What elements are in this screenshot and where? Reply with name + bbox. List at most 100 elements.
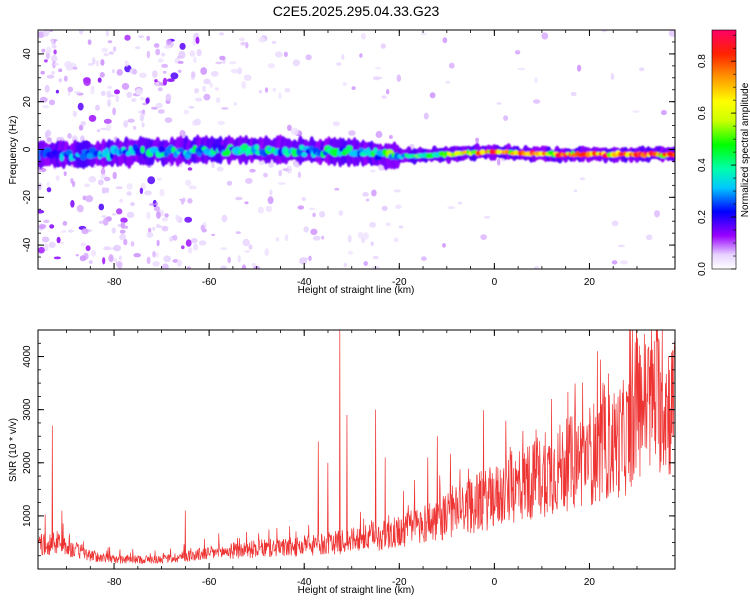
- spectrogram-speckle: [312, 212, 316, 217]
- spectrogram-speckle: [90, 85, 95, 91]
- spectrogram-speckle: [51, 44, 57, 49]
- spectrogram-speckle: [226, 180, 233, 186]
- spectrogram-y-tick-label: -40: [22, 237, 33, 252]
- spectrogram-speckle: [251, 262, 257, 267]
- spectrogram-speckle: [241, 264, 247, 269]
- spectrogram-speckle: [202, 85, 207, 93]
- spectrogram-speckle: [284, 234, 289, 242]
- spectrogram-x-tick-label: 0: [492, 277, 498, 288]
- spectrogram-speckle: [442, 243, 446, 248]
- spectrogram-speckle: [242, 238, 250, 247]
- spectrogram-speckle: [421, 256, 427, 261]
- spectrogram-speckle: [107, 99, 112, 107]
- spectrogram-ticks: -80 -60 -40 -20 0 20 -40 -20 0 20 40: [22, 30, 675, 288]
- spectrogram-band-blob: [177, 147, 184, 153]
- colorbar-tick-label: 0.0: [697, 262, 708, 276]
- spectrogram-speckle: [72, 66, 78, 70]
- spectrogram-speckle: [303, 226, 310, 233]
- spectrogram-speckle: [46, 137, 52, 143]
- spectrogram-speckle: [112, 107, 116, 116]
- spectrogram-speckle: [79, 255, 87, 262]
- spectrogram-speckle: [447, 206, 456, 210]
- spectrogram-speckle: [88, 260, 93, 264]
- spectrogram-y-tick-label: 0: [22, 146, 33, 152]
- spectrogram-speckle: [132, 68, 137, 75]
- spectrogram-x-tick-label: -40: [297, 277, 312, 288]
- spectrogram-speckle: [210, 70, 219, 77]
- spectrogram-speckle: [200, 224, 205, 231]
- spectrogram-speckle: [115, 95, 119, 103]
- spectrogram-band-blob: [254, 144, 260, 151]
- snr-series-line: [38, 330, 675, 564]
- snr-x-axis-label: Height of straight line (km): [298, 585, 415, 596]
- spectrogram-speckle: [148, 203, 155, 206]
- spectrogram-band: [38, 134, 675, 171]
- spectrogram-speckle: [258, 37, 266, 43]
- spectrogram-speckle: [227, 256, 231, 264]
- spectrogram-speckle: [269, 189, 273, 196]
- spectrogram-speckle: [60, 241, 64, 245]
- spectrogram-speckle: [334, 187, 340, 191]
- spectrogram-speckle: [169, 236, 174, 242]
- spectrogram-speckle: [111, 227, 117, 234]
- spectrogram-speckle: [53, 49, 57, 55]
- spectrogram-speckle: [146, 256, 151, 265]
- spectrogram-speckle: [48, 99, 56, 106]
- spectrogram-speckle: [108, 51, 114, 55]
- spectrogram-speckle: [124, 60, 129, 67]
- snr-x-tick-label: -40: [297, 577, 312, 588]
- spectrogram-band-blob: [358, 147, 364, 153]
- spectrogram-speckle: [371, 189, 377, 197]
- spectrogram-speckle: [534, 77, 538, 84]
- colorbar-frame: [711, 29, 737, 270]
- spectrogram-speckle: [178, 50, 186, 59]
- spectrogram-speckle: [144, 190, 152, 196]
- spectrogram-x-tick-label: 20: [584, 277, 596, 288]
- spectrogram-speckle: [249, 168, 256, 173]
- spectrogram-speckle: [123, 238, 128, 246]
- spectrogram-speckle: [83, 78, 91, 87]
- spectrogram-speckle: [108, 254, 114, 263]
- spectrogram-speckle: [386, 89, 390, 95]
- spectrogram-speckle: [120, 217, 128, 223]
- snr-x-tick-label: 20: [584, 577, 596, 588]
- spectrogram-speckle: [84, 183, 90, 188]
- spectrogram-speckle: [51, 54, 58, 63]
- spectrogram-speckle: [177, 69, 182, 73]
- spectrogram-speckle: [215, 61, 223, 65]
- spectrogram-speckle: [107, 40, 113, 44]
- spectrogram-speckle: [475, 137, 480, 143]
- spectrogram-speckle: [46, 187, 52, 193]
- spectrogram-speckle: [570, 91, 577, 97]
- spectrogram-speckle: [244, 201, 249, 205]
- spectrogram-speckle: [336, 62, 342, 66]
- spectrogram-speckle: [268, 161, 274, 168]
- spectrogram-speckle: [92, 57, 96, 65]
- spectrogram-speckle: [282, 168, 290, 172]
- spectrogram-speckle: [38, 209, 45, 214]
- spectrogram-speckle: [278, 169, 283, 177]
- spectrogram-speckle: [310, 228, 318, 235]
- spectrogram-speckle: [105, 187, 110, 194]
- snr-y-axis-label: SNR (10 * v/v): [8, 418, 19, 482]
- spectrogram-speckle: [101, 47, 108, 53]
- spectrogram-speckle: [388, 135, 393, 139]
- spectrogram-speckle: [90, 249, 97, 257]
- spectrogram-speckle: [632, 110, 640, 113]
- spectrogram-speckle: [55, 175, 60, 181]
- spectrogram-speckle: [617, 244, 625, 248]
- spectrogram-speckle: [156, 223, 160, 227]
- spectrogram-speckle: [517, 67, 526, 71]
- spectrogram-speckle: [448, 62, 455, 69]
- spectrogram-speckle: [496, 102, 502, 105]
- spectrogram-speckle: [186, 266, 191, 269]
- spectrogram-speckle: [130, 241, 135, 247]
- spectrogram-speckle: [332, 121, 340, 127]
- spectrogram-speckle: [194, 88, 200, 94]
- spectrogram-speckle: [53, 256, 62, 260]
- spectrogram-speckle: [97, 77, 102, 83]
- spectrogram-y-axis-label: Frequency (Hz): [8, 116, 19, 185]
- spectrogram-speckle: [305, 54, 312, 61]
- spectrogram-speckle: [385, 222, 392, 227]
- spectrogram-speckle: [347, 234, 352, 243]
